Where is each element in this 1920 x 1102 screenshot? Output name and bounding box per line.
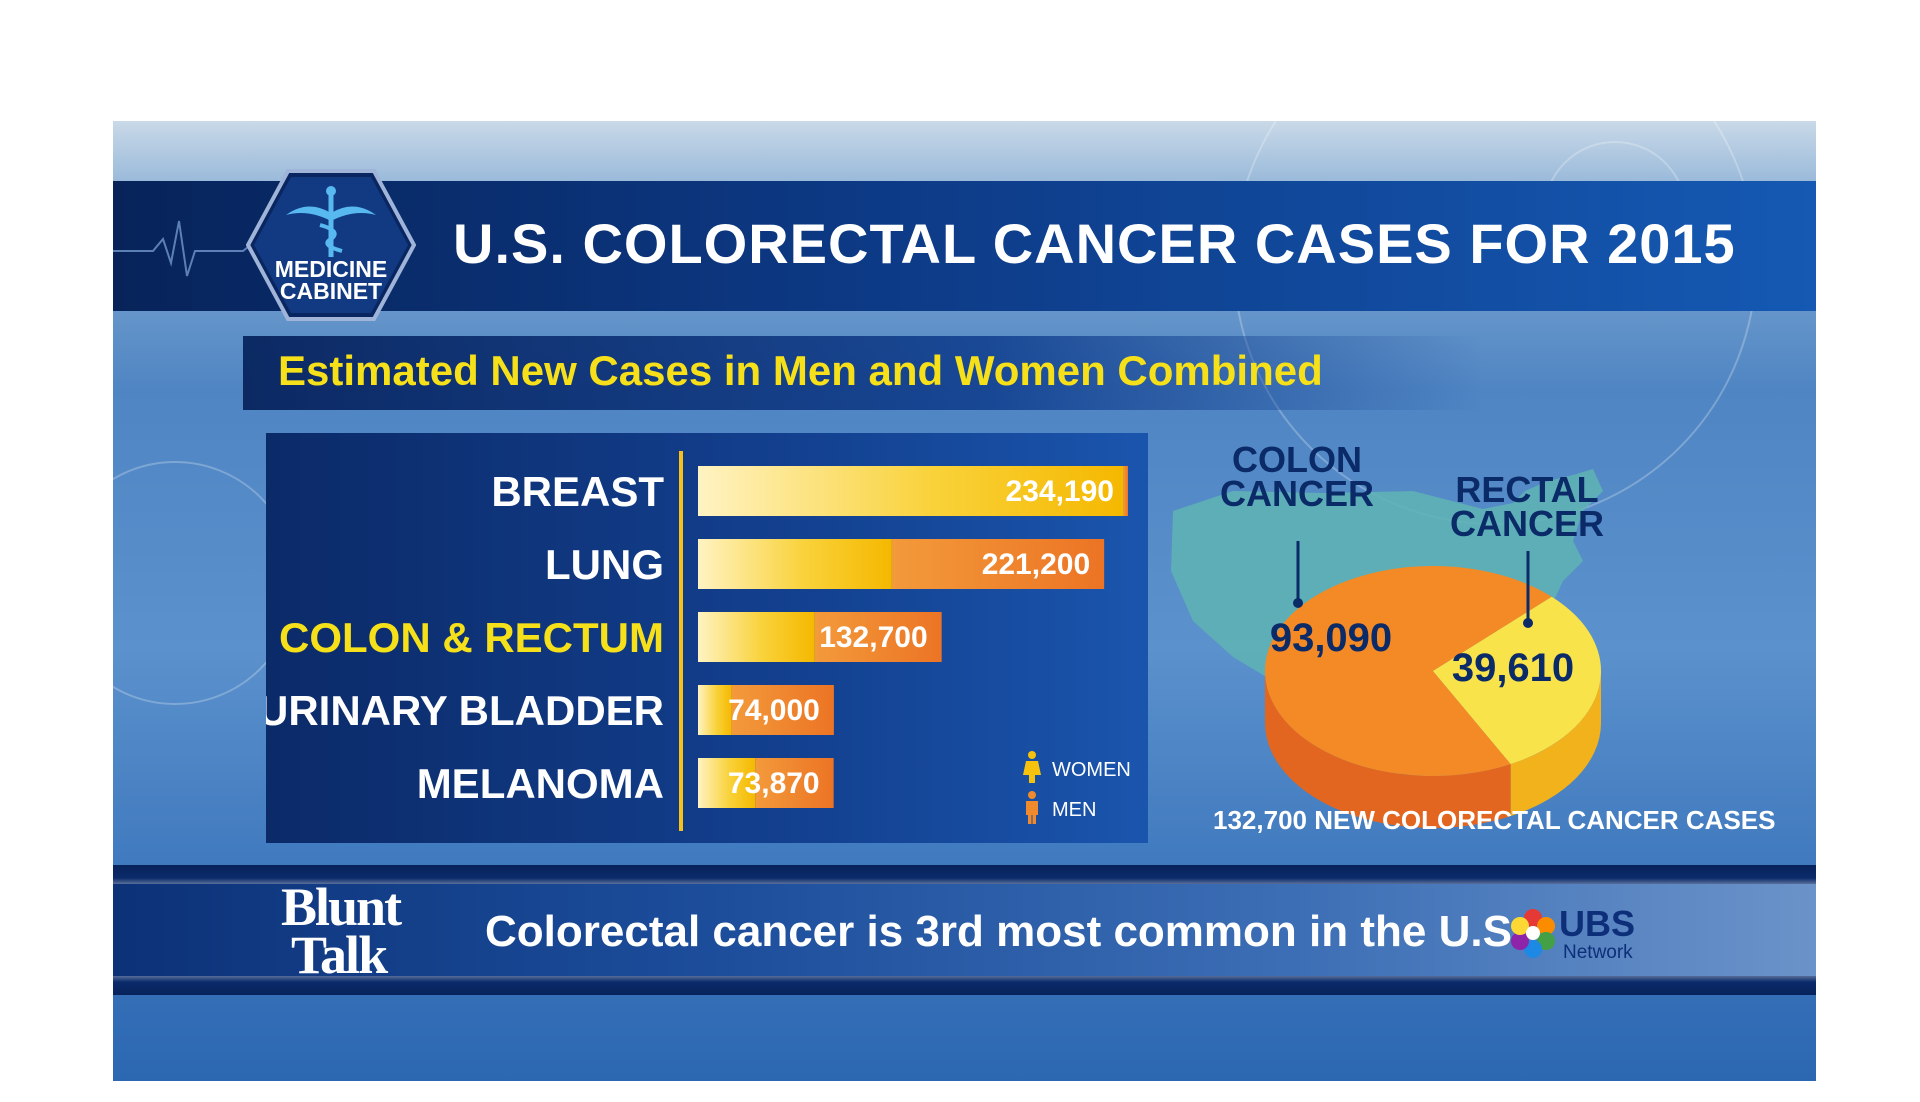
bar-segment-men	[731, 685, 834, 735]
value-label: 74,000	[728, 694, 820, 727]
pie-value-rectal: 39,610	[1452, 646, 1574, 690]
pie-caption: 132,700 NEW COLORECTAL CANCER CASES	[1213, 805, 1776, 835]
bar-segment-women	[698, 612, 815, 662]
legend-women-label: WOMEN	[1052, 759, 1131, 781]
broadcast-panel: MEDICINE CABINET U.S. COLORECTAL CANCER …	[113, 121, 1816, 1081]
bar-segment-women	[698, 685, 732, 735]
network-flower-icon	[1511, 909, 1555, 958]
network-name: UBS	[1559, 903, 1635, 944]
category-label: COLON & RECTUM	[279, 614, 664, 661]
ticker-text: Colorectal cancer is 3rd most common in …	[485, 907, 1525, 956]
bar-segment-women	[698, 758, 756, 808]
value-label: 132,700	[819, 621, 927, 654]
caduceus-icon	[286, 186, 376, 257]
bar-segment-men	[1123, 466, 1128, 516]
bar-chart: BREAST 234,190 LUNG 221,200 COLON & RECTUM 13…	[266, 451, 1131, 831]
category-label: URINARY BLADDER	[266, 687, 664, 734]
network-subtitle: Network	[1563, 942, 1633, 963]
pie-slice-colon	[1265, 566, 1552, 776]
value-label: 234,190	[1006, 475, 1114, 508]
network-logo: UBS Network	[1511, 903, 1635, 963]
show-logo-line1: Blunt	[281, 877, 402, 937]
show-logo: Blunt Talk	[281, 877, 402, 985]
bar-segment-men	[891, 539, 1105, 589]
man-figure-icon	[1026, 791, 1038, 824]
bar-segment-men	[814, 612, 942, 662]
show-logo-line2: Talk	[291, 925, 388, 985]
legend-men-label: MEN	[1052, 799, 1096, 821]
page-title: U.S. COLORECTAL CANCER CASES FOR 2015	[453, 212, 1736, 275]
leader-dot-rectal	[1523, 618, 1533, 628]
bar-chart-panel: BREAST 234,190 LUNG 221,200 COLON & RECTUM 13…	[266, 433, 1148, 843]
bar-segment-women	[698, 539, 892, 589]
pie-slice-label: COLON CANCER	[1219, 439, 1374, 514]
pie-slice-label: RECTAL CANCER	[1449, 469, 1604, 544]
bar-segment-men	[755, 758, 834, 808]
pie-side-rectal	[1510, 671, 1601, 817]
value-label: 221,200	[982, 548, 1090, 581]
bar-segment-women	[698, 466, 1124, 516]
pie-side-colon	[1265, 671, 1511, 828]
pie-value-colon: 93,090	[1270, 616, 1392, 660]
subtitle-band	[243, 336, 1483, 410]
logo-text-line1: MEDICINE	[275, 256, 387, 282]
pie-slice-rectal	[1433, 596, 1601, 765]
bar-layer: BREAST 234,190 LUNG 221,200 COLON & RECTUM 13…	[266, 466, 1128, 808]
woman-figure-icon	[1023, 751, 1041, 783]
leader-dot-colon	[1293, 598, 1303, 608]
legend: WOMEN MEN	[1023, 751, 1131, 824]
pie-layer: 93,090 39,610	[1265, 541, 1601, 828]
category-label: LUNG	[545, 541, 664, 588]
category-label: MELANOMA	[417, 760, 664, 807]
value-label: 73,870	[728, 767, 820, 800]
pie-chart: 93,090 39,610	[1265, 541, 1601, 828]
chart-subtitle: Estimated New Cases in Men and Women Com…	[278, 347, 1323, 394]
logo-text-line2: CABINET	[280, 278, 382, 304]
category-label: BREAST	[491, 468, 664, 515]
medicine-cabinet-logo: MEDICINE CABINET	[246, 169, 416, 321]
